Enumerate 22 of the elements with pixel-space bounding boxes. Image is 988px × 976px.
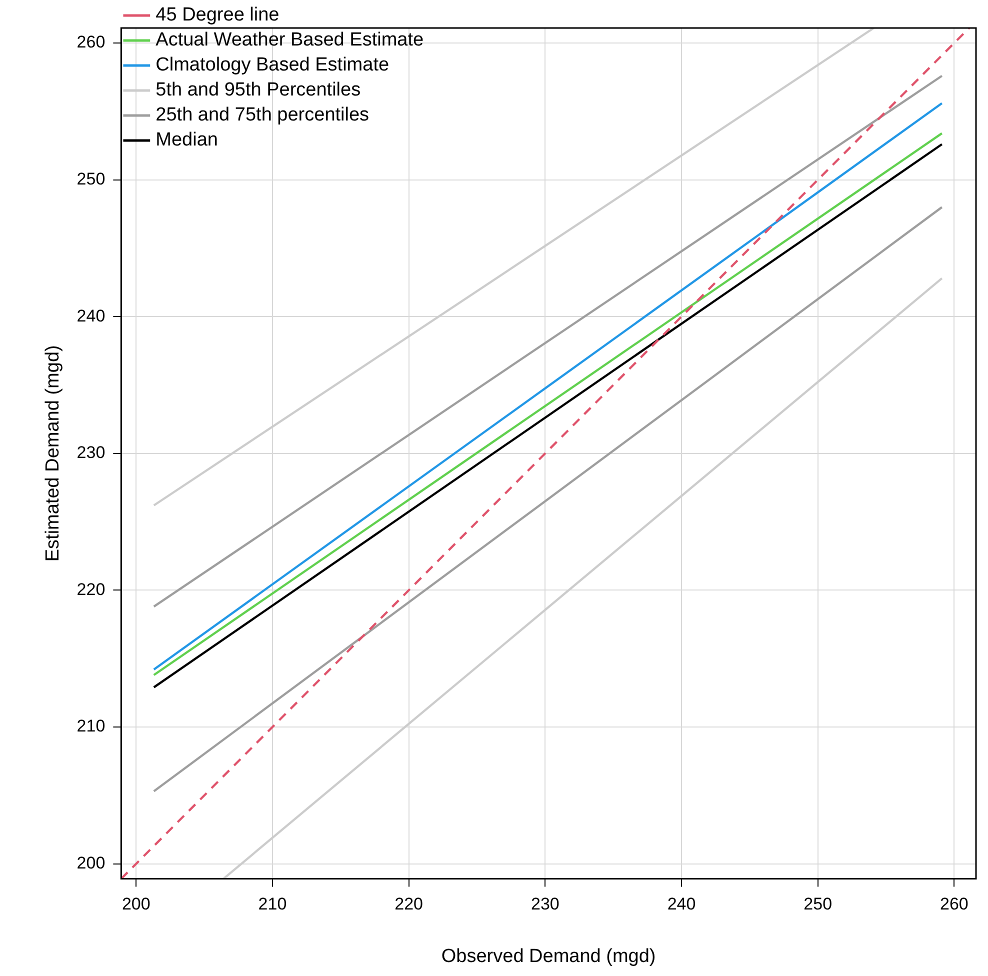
y-tick-label: 210 xyxy=(76,716,106,736)
y-tick-label: 260 xyxy=(76,32,106,52)
x-tick-label: 210 xyxy=(258,894,287,914)
legend-label: 25th and 75th percentiles xyxy=(156,104,370,126)
x-tick-label: 200 xyxy=(122,894,150,914)
legend-label: 5th and 95th Percentiles xyxy=(156,80,361,101)
legend-label: Clmatology Based Estimate xyxy=(156,54,390,76)
x-tick-label: 240 xyxy=(667,894,696,914)
x-tick-label: 220 xyxy=(394,894,424,914)
legend-label: Actual Weather Based Estimate xyxy=(156,30,424,51)
x-tick-label: 250 xyxy=(804,894,832,914)
x-tick-label: 230 xyxy=(530,894,560,914)
y-tick-label: 220 xyxy=(76,580,106,599)
y-axis-title: Estimated Demand (mgd) xyxy=(42,345,64,562)
x-tick-label: 260 xyxy=(940,894,968,914)
x-axis-title: Observed Demand (mgd) xyxy=(441,946,656,967)
y-tick-label: 240 xyxy=(76,306,106,326)
y-tick-label: 250 xyxy=(76,170,106,189)
legend-label: 45 Degree line xyxy=(156,4,280,26)
legend-label: Median xyxy=(156,130,218,151)
y-tick-label: 230 xyxy=(76,443,106,462)
y-tick-label: 200 xyxy=(76,853,106,872)
